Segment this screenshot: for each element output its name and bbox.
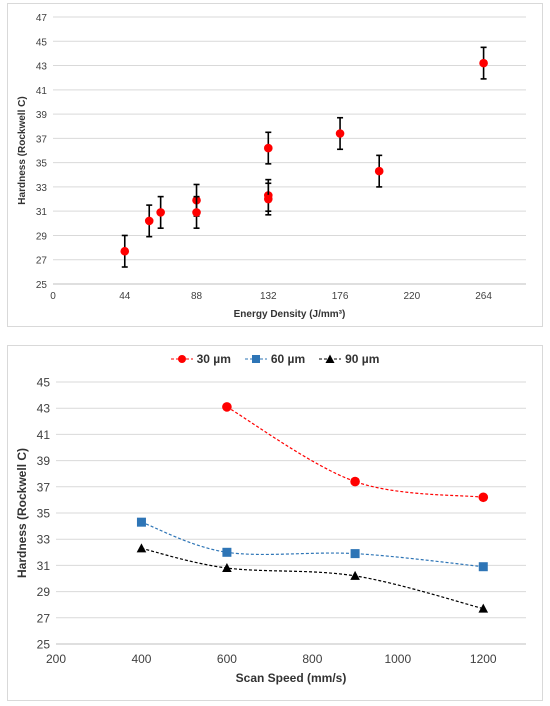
x-tick-label: 400 <box>131 652 151 666</box>
x-tick-label: 88 <box>191 291 203 302</box>
series-1-marker <box>136 517 146 527</box>
y-tick-label: 39 <box>36 110 48 121</box>
y-tick-label: 45 <box>36 37 48 48</box>
x-tick-label: 220 <box>403 291 420 302</box>
data-point <box>335 129 345 138</box>
y-tick-label: 25 <box>37 638 51 652</box>
chart-panel-energy-density: 25 27 29 31 33 35 37 39 41 43 45 47 0 44 88 132 176 220 26… <box>7 3 543 327</box>
series-2-marker <box>222 563 232 573</box>
data-point <box>120 246 130 256</box>
y-tick-label: 45 <box>37 376 51 390</box>
legend-item: 30 µm <box>170 352 231 366</box>
x-tick-label: 132 <box>260 291 277 302</box>
legend-marker-icon <box>170 355 193 363</box>
y-tick-label: 41 <box>36 86 48 97</box>
x-tick-label: 600 <box>217 652 237 666</box>
legend-marker-icon <box>319 354 342 363</box>
series-2-marker <box>136 543 147 553</box>
y-tick-label: 31 <box>37 559 51 573</box>
series-0-marker <box>222 402 232 412</box>
legend-label: 30 µm <box>196 352 231 366</box>
data-point <box>144 216 154 226</box>
legend-item: 90 µm <box>319 352 379 366</box>
x-tick-label: 176 <box>332 291 349 302</box>
legend-label: 90 µm <box>345 352 380 366</box>
y-tick-label: 35 <box>36 159 48 170</box>
series-0-marker <box>350 476 360 487</box>
y-axis-title: Hardness (Rockwell C) <box>15 448 29 578</box>
x-axis-title: Scan Speed (mm/s) <box>236 671 347 685</box>
y-axis-title: Hardness (Rockwell C) <box>17 96 28 204</box>
x-tick-label: 264 <box>475 291 492 302</box>
data-point <box>479 58 488 68</box>
legend-item: 60 µm <box>244 352 306 366</box>
y-tick-label: 37 <box>37 480 51 494</box>
x-tick-label: 800 <box>302 652 322 666</box>
y-tick-label: 47 <box>36 13 48 24</box>
chart-legend: 30 µm 60 µm 90 µm <box>8 352 542 366</box>
y-tick-label: 41 <box>37 428 51 442</box>
y-tick-label: 43 <box>36 62 48 73</box>
x-tick-label: 44 <box>119 291 131 302</box>
y-tick-label: 43 <box>37 402 51 416</box>
y-tick-label: 27 <box>37 611 51 625</box>
legend-marker-icon <box>244 355 267 363</box>
x-tick-label: 1200 <box>470 652 497 666</box>
series-1-marker <box>350 549 360 559</box>
y-tick-label: 33 <box>36 183 48 194</box>
x-tick-label: 0 <box>50 291 56 302</box>
x-tick-label: 1000 <box>384 652 411 666</box>
scan-speed-chart: 25 27 29 31 33 35 37 39 41 43 45 200 400 600 800 1000 12… <box>15 376 526 685</box>
series-line-1 <box>141 521 484 568</box>
data-point <box>263 143 273 153</box>
y-tick-label: 29 <box>37 585 51 599</box>
series-1-marker <box>222 547 232 557</box>
y-tick-label: 29 <box>36 231 48 242</box>
series-0-marker <box>478 492 489 503</box>
y-tick-label: 35 <box>37 507 51 521</box>
x-axis-title: Energy Density (J/mm³) <box>234 309 346 320</box>
x-tick-label: 200 <box>46 652 66 666</box>
data-point <box>192 208 201 217</box>
data-point <box>156 208 165 217</box>
series-1-marker <box>478 562 488 572</box>
series-line-0 <box>226 406 484 498</box>
y-tick-label: 37 <box>36 134 48 145</box>
y-tick-label: 31 <box>36 207 48 218</box>
series-line-2 <box>141 547 484 610</box>
y-tick-label: 39 <box>37 454 51 468</box>
y-tick-label: 27 <box>36 256 48 267</box>
data-point <box>263 194 273 204</box>
series-2-marker <box>350 570 360 580</box>
y-tick-label: 25 <box>36 280 48 291</box>
energy-density-chart: 25 27 29 31 33 35 37 39 41 43 45 47 0 44 88 132 176 220 26… <box>17 13 526 320</box>
series-2-marker <box>478 603 489 613</box>
y-tick-label: 33 <box>37 533 51 547</box>
data-point <box>374 166 384 176</box>
chart-panel-scan-speed: 30 µm 60 µm 90 µm 25 27 29 31 33 35 37 39 41 43 45 20… <box>7 345 543 701</box>
legend-label: 60 µm <box>270 352 306 366</box>
